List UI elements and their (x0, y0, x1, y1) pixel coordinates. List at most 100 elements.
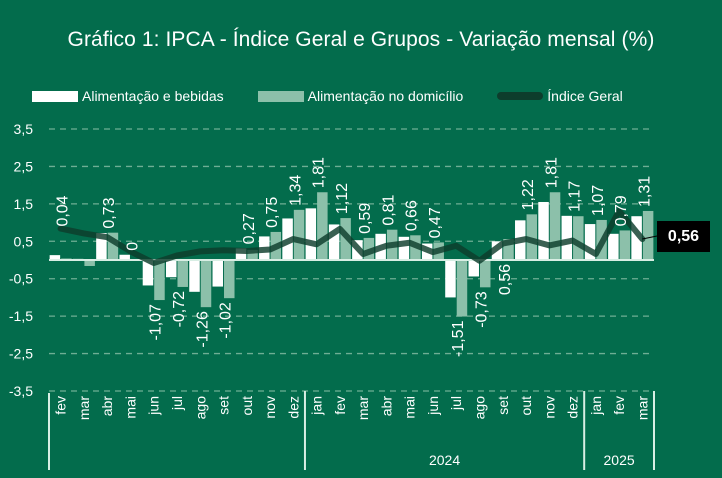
y-tick-label: 1,5 (14, 196, 34, 212)
x-tick-label: set (495, 396, 511, 415)
legend-label: Alimentação no domicílio (307, 88, 464, 104)
x-tick-label: mai (122, 396, 138, 419)
bar-alimentacao-domicilio (479, 260, 491, 288)
bar-alimentacao-domicilio (224, 260, 235, 299)
bar-alimentacao-bebidas (235, 248, 247, 260)
data-label: 0,27 (241, 213, 258, 244)
line-indice-geral (57, 207, 646, 266)
bar-alimentacao-bebidas (584, 224, 596, 260)
data-label: 1,81 (311, 157, 328, 188)
y-tick-label: -1,5 (9, 308, 33, 324)
x-tick-label: out (239, 396, 255, 416)
legend-swatch-green-bar (257, 90, 304, 102)
bar-alimentacao-bebidas (561, 215, 573, 260)
legend-item-alimentacao-bebidas: Alimentação e bebidas (32, 88, 224, 104)
x-tick-label: set (216, 396, 232, 415)
y-tick-label: 3,5 (14, 121, 34, 137)
x-tick-label: mai (402, 396, 418, 419)
legend: Alimentação e bebidas Alimentação no dom… (32, 88, 722, 104)
bar-alimentacao-domicilio (503, 239, 514, 260)
bar-alimentacao-bebidas (96, 233, 107, 260)
data-label: 0,47 (427, 207, 444, 238)
bar-alimentacao-bebidas (305, 208, 317, 260)
data-label: 0 (124, 242, 141, 251)
y-tick-label: 0,5 (14, 233, 34, 249)
data-label: 0,66 (404, 200, 421, 231)
data-label: 0,59 (357, 203, 374, 234)
bar-alimentacao-domicilio (526, 214, 538, 260)
bar-alimentacao-domicilio (642, 210, 654, 260)
bar-alimentacao-domicilio (456, 260, 468, 317)
x-tick-label: jul (448, 396, 464, 411)
x-tick-label: nov (541, 396, 557, 419)
callout-leader (642, 235, 658, 240)
x-tick-label: nov (262, 396, 278, 419)
x-tick-label: fev (53, 396, 69, 415)
chart-title: Gráfico 1: IPCA - Índice Geral e Grupos … (67, 28, 655, 51)
y-tick-label: -0,5 (9, 271, 33, 287)
x-tick-label: mar (634, 396, 650, 420)
bar-alimentacao-bebidas (608, 233, 619, 260)
x-tick-label: jan (309, 396, 325, 416)
bar-alimentacao-bebidas (212, 260, 224, 287)
bar-alimentacao-domicilio (549, 192, 561, 260)
legend-item-alimentacao-domicilio: Alimentação no domicílio (257, 88, 464, 104)
x-tick-label: jul (169, 396, 185, 411)
legend-label: Alimentação e bebidas (82, 88, 224, 104)
legend-label: Índice Geral (547, 88, 623, 104)
bar-alimentacao-domicilio (107, 232, 119, 260)
data-label: -1,02 (218, 302, 235, 339)
bar-alimentacao-domicilio (200, 260, 212, 308)
data-label: 0,56 (497, 264, 514, 295)
x-tick-label: dez (565, 396, 581, 419)
x-tick-label: ago (471, 396, 487, 420)
data-label: 1,12 (334, 183, 351, 214)
bar-alimentacao-bebidas (142, 260, 154, 286)
data-label: -1,26 (194, 311, 211, 348)
y-tick-label: -3,5 (9, 383, 33, 399)
year-label: 2024 (429, 452, 460, 468)
bar-alimentacao-bebidas (49, 255, 61, 260)
bar-alimentacao-domicilio (84, 260, 95, 266)
x-tick-label: abr (99, 396, 115, 417)
data-label: 1,22 (520, 179, 537, 210)
data-label: -1,51 (450, 320, 467, 357)
x-tick-label: abr (378, 396, 394, 417)
data-label: 1,81 (543, 157, 560, 188)
data-label: -1,07 (148, 304, 165, 341)
x-tick-label: mar (76, 396, 92, 420)
data-label: 0,75 (264, 197, 281, 228)
bar-alimentacao-domicilio (177, 260, 188, 287)
data-label: 0,79 (613, 195, 630, 226)
legend-swatch-white-bar (32, 90, 78, 102)
data-label: 0,73 (101, 197, 118, 228)
data-label: 1,34 (287, 175, 304, 206)
bar-alimentacao-domicilio (317, 192, 328, 260)
x-tick-label: ago (192, 396, 208, 420)
bar-alimentacao-bebidas (445, 260, 456, 298)
data-label: -0,73 (473, 291, 490, 328)
bar-alimentacao-domicilio (247, 249, 258, 260)
x-tick-label: fev (611, 396, 627, 415)
x-tick-label: dez (285, 396, 301, 419)
data-label: 0,81 (380, 194, 397, 225)
data-label: 0,04 (55, 195, 72, 226)
last-value-callout: 0,56 (657, 221, 710, 252)
legend-item-indice-geral: Índice Geral (497, 88, 623, 104)
bar-alimentacao-domicilio (154, 260, 165, 301)
x-tick-label: jun (146, 396, 162, 416)
bar-alimentacao-domicilio (573, 216, 584, 260)
bar-alimentacao-bebidas (328, 224, 340, 260)
bar-alimentacao-domicilio (619, 230, 631, 260)
data-label: 1,17 (567, 181, 584, 212)
y-tick-label: -2,5 (9, 346, 33, 362)
legend-swatch-line (497, 92, 544, 100)
x-tick-label: jan (588, 396, 604, 416)
x-tick-label: jun (425, 396, 441, 416)
x-tick-label: mar (355, 396, 371, 420)
bar-alimentacao-domicilio (293, 209, 305, 260)
data-label: 1,07 (590, 185, 607, 216)
bar-alimentacao-bebidas (538, 201, 549, 260)
data-label: 1,31 (636, 176, 653, 207)
